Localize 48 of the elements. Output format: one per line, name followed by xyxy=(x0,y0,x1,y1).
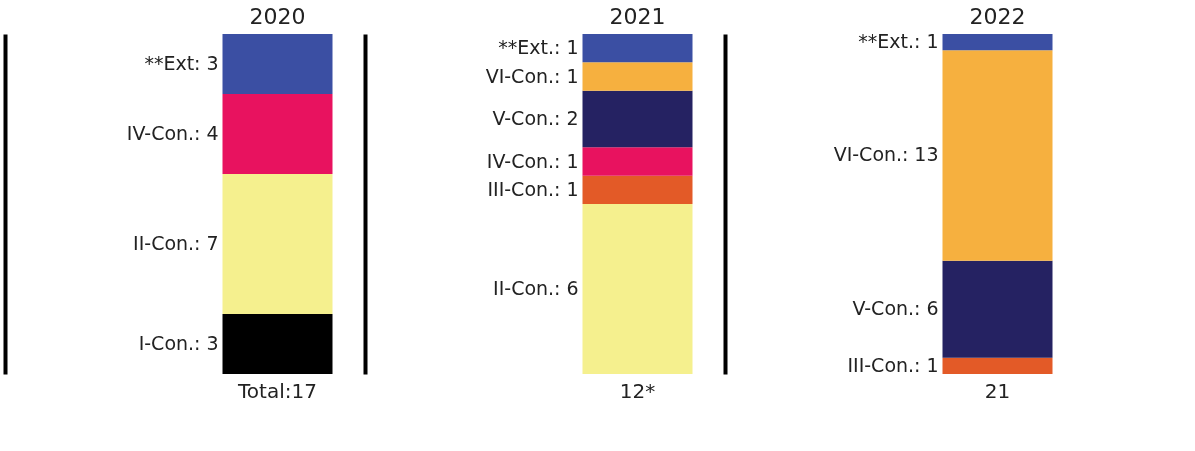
series-label: VI-Con.: xyxy=(485,64,561,87)
data-label: 3 xyxy=(206,52,219,74)
bar xyxy=(222,174,333,314)
total-label: 21 xyxy=(984,379,1011,403)
x-tick-label: 2020 xyxy=(249,3,306,29)
series-label: **Ext.: xyxy=(858,30,921,53)
data-label: 6 xyxy=(566,277,579,299)
series-label: IV-Con.: xyxy=(126,122,201,144)
bar xyxy=(582,90,693,148)
series-label: II-Con.: xyxy=(133,232,201,254)
series-label: IV-Con.: xyxy=(486,149,561,172)
bar xyxy=(582,175,693,204)
bar xyxy=(222,94,333,174)
data-label: 3 xyxy=(206,332,219,354)
bar xyxy=(942,357,1053,374)
series-label: **Ext.: xyxy=(498,36,561,59)
series-label: **Ext: xyxy=(144,52,201,74)
data-label: 1 xyxy=(566,64,579,87)
total-label: 12* xyxy=(619,379,656,403)
data-label: 1 xyxy=(566,177,579,200)
bar xyxy=(942,260,1053,358)
series-label: II-Con.: xyxy=(493,277,561,299)
series-label: VI-Con.: xyxy=(833,143,909,166)
bar xyxy=(222,34,333,94)
total-label: Total:17 xyxy=(237,379,317,403)
bar xyxy=(222,314,333,374)
x-tick-label: 2021 xyxy=(609,3,666,29)
series-label: III-Con.: xyxy=(847,353,921,376)
data-label: 4 xyxy=(206,122,219,144)
data-label: 13 xyxy=(914,143,939,166)
series-label: I-Con.: xyxy=(138,332,201,354)
series-label: III-Con.: xyxy=(487,177,561,200)
bar xyxy=(582,62,693,91)
data-label: 6 xyxy=(926,297,939,320)
bar xyxy=(582,147,693,176)
series-label: V-Con.: xyxy=(492,107,561,129)
bar xyxy=(582,204,693,374)
data-label: 1 xyxy=(926,353,939,376)
data-label: 1 xyxy=(566,36,579,59)
series-label: V-Con.: xyxy=(852,297,921,320)
bar xyxy=(582,34,693,63)
x-tick-label: 2022 xyxy=(969,3,1026,29)
data-label: 2 xyxy=(566,107,579,129)
bar xyxy=(942,50,1053,261)
bar xyxy=(942,34,1053,51)
data-label: 1 xyxy=(926,30,939,53)
data-label: 1 xyxy=(566,149,579,172)
data-label: 7 xyxy=(206,232,219,254)
